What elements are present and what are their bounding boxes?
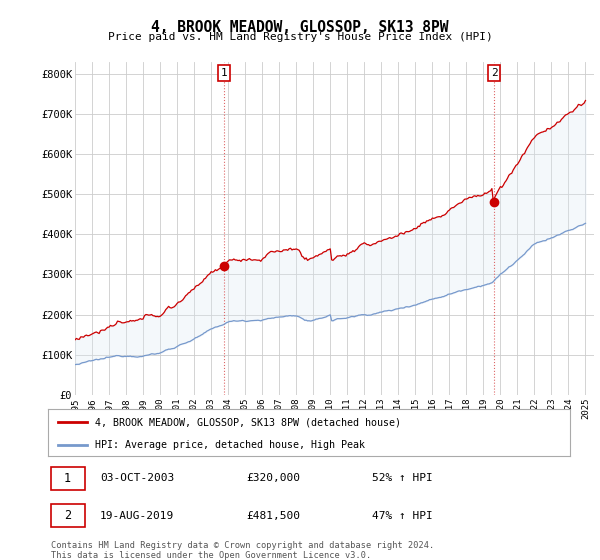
Text: £481,500: £481,500 <box>247 511 301 521</box>
Text: 19-AUG-2019: 19-AUG-2019 <box>100 511 175 521</box>
FancyBboxPatch shape <box>50 466 85 489</box>
Text: 4, BROOK MEADOW, GLOSSOP, SK13 8PW: 4, BROOK MEADOW, GLOSSOP, SK13 8PW <box>151 20 449 35</box>
FancyBboxPatch shape <box>50 505 85 528</box>
Text: 4, BROOK MEADOW, GLOSSOP, SK13 8PW (detached house): 4, BROOK MEADOW, GLOSSOP, SK13 8PW (deta… <box>95 417 401 427</box>
Text: HPI: Average price, detached house, High Peak: HPI: Average price, detached house, High… <box>95 440 365 450</box>
Text: Contains HM Land Registry data © Crown copyright and database right 2024.
This d: Contains HM Land Registry data © Crown c… <box>51 541 434 560</box>
Text: £320,000: £320,000 <box>247 473 301 483</box>
Text: 47% ↑ HPI: 47% ↑ HPI <box>371 511 433 521</box>
Text: 52% ↑ HPI: 52% ↑ HPI <box>371 473 433 483</box>
Text: 1: 1 <box>64 472 71 484</box>
Text: 03-OCT-2003: 03-OCT-2003 <box>100 473 175 483</box>
Text: Price paid vs. HM Land Registry's House Price Index (HPI): Price paid vs. HM Land Registry's House … <box>107 32 493 43</box>
Text: 2: 2 <box>64 510 71 522</box>
Text: 1: 1 <box>221 68 227 78</box>
Text: 2: 2 <box>491 68 497 78</box>
